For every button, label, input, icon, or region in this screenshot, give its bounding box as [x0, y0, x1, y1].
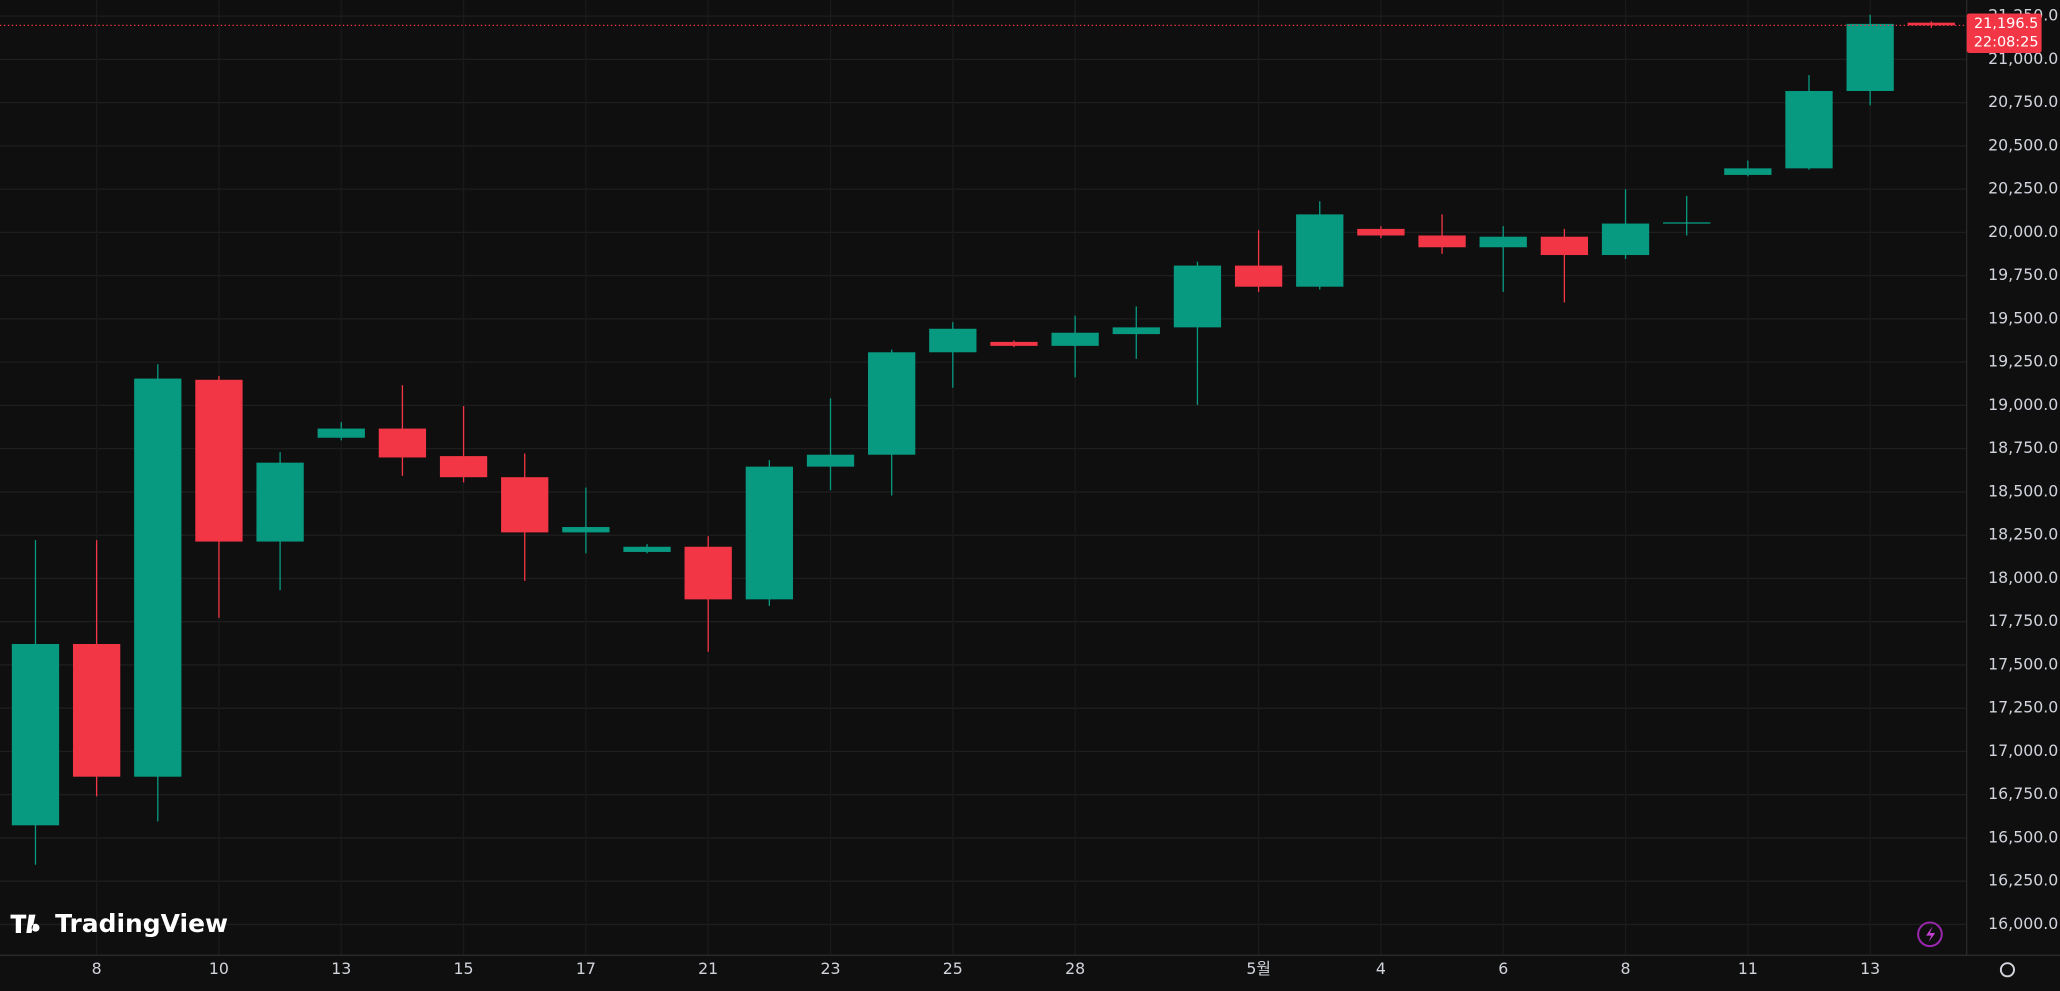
- x-tick-label: 23: [820, 959, 840, 978]
- candle-body: [11, 643, 60, 826]
- countdown-label: 22:08:25: [1974, 34, 2039, 50]
- candle-body: [1357, 228, 1405, 236]
- y-tick-label: 18,500.0: [1988, 481, 2058, 500]
- candle-body: [1234, 265, 1283, 287]
- candle-body: [1846, 23, 1894, 92]
- x-tick-label: 13: [1860, 959, 1880, 978]
- x-tick-label: 11: [1738, 959, 1758, 978]
- x-tick-label: 5월: [1246, 959, 1271, 978]
- candle-body: [929, 328, 977, 353]
- y-tick-label: 16,500.0: [1988, 827, 2058, 846]
- candle-body: [439, 456, 488, 478]
- candle-body: [256, 462, 304, 542]
- y-tick-label: 16,750.0: [1988, 784, 2058, 803]
- candle-body: [1540, 236, 1589, 256]
- x-tick-label: 8: [92, 959, 102, 978]
- candle-body: [1296, 214, 1344, 287]
- y-tick-label: 17,750.0: [1988, 611, 2058, 630]
- watermark: TradingView: [10, 909, 228, 938]
- candle-body: [1479, 236, 1527, 248]
- candle-body: [501, 477, 549, 533]
- x-tick-label: 21: [698, 959, 718, 978]
- candle-body: [1724, 168, 1772, 175]
- candle-body: [684, 546, 732, 600]
- y-tick-label: 17,000.0: [1988, 741, 2058, 760]
- candle-body: [1663, 222, 1711, 224]
- y-tick-label: 18,000.0: [1988, 568, 2058, 587]
- candle-body: [745, 466, 793, 600]
- y-tick-label: 17,250.0: [1988, 698, 2058, 717]
- x-tick-label: 8: [1621, 959, 1631, 978]
- candle-body: [378, 428, 427, 458]
- candle-body: [317, 428, 365, 438]
- y-tick-label: 21,000.0: [1988, 49, 2058, 68]
- watermark-text: TradingView: [55, 909, 228, 938]
- lightning-icon: [1925, 926, 1936, 943]
- candle-body: [134, 378, 182, 777]
- y-tick-label: 19,500.0: [1988, 308, 2058, 327]
- candle-body: [990, 341, 1038, 346]
- x-tick-label: 17: [576, 959, 596, 978]
- candle-body: [72, 643, 121, 777]
- candle-body: [1173, 265, 1222, 328]
- logo-icon: [10, 914, 40, 933]
- x-tick-label: 28: [1065, 959, 1085, 978]
- y-tick-label: 20,750.0: [1988, 92, 2058, 111]
- candle-body: [1785, 91, 1833, 169]
- x-tick-label: 25: [943, 959, 963, 978]
- x-tick-label: 13: [331, 959, 351, 978]
- x-tick-label: 4: [1376, 959, 1386, 978]
- candle-body: [1907, 22, 1955, 26]
- x-tick-label: 6: [1498, 959, 1508, 978]
- candle-body: [868, 352, 916, 455]
- candle-body: [1418, 235, 1466, 248]
- candle-body: [1112, 327, 1160, 335]
- candle-body: [562, 527, 610, 533]
- candle-body: [806, 454, 855, 467]
- x-tick-label: 15: [454, 959, 474, 978]
- y-tick-label: 16,250.0: [1988, 871, 2058, 890]
- y-tick-label: 20,500.0: [1988, 135, 2058, 154]
- y-tick-label: 18,250.0: [1988, 525, 2058, 544]
- price-tag: [1966, 13, 2042, 53]
- y-tick-label: 20,250.0: [1988, 179, 2058, 198]
- y-tick-label: 19,000.0: [1988, 395, 2058, 414]
- candle-body: [1051, 332, 1099, 346]
- candle-body: [1601, 223, 1650, 256]
- lightning-button[interactable]: [1917, 921, 1943, 948]
- y-tick-label: 19,250.0: [1988, 352, 2058, 371]
- x-tick-label: 10: [209, 959, 229, 978]
- y-tick-label: 17,500.0: [1988, 654, 2058, 673]
- settings-button[interactable]: [1999, 962, 2016, 978]
- candle-body: [623, 546, 671, 552]
- y-tick-label: 20,000.0: [1988, 222, 2058, 241]
- y-tick-label: 19,750.0: [1988, 265, 2058, 284]
- y-tick-label: 18,750.0: [1988, 438, 2058, 457]
- price-tag-label: 21,196.5: [1974, 16, 2038, 32]
- candle-body: [195, 379, 243, 542]
- y-tick-label: 16,000.0: [1988, 914, 2058, 933]
